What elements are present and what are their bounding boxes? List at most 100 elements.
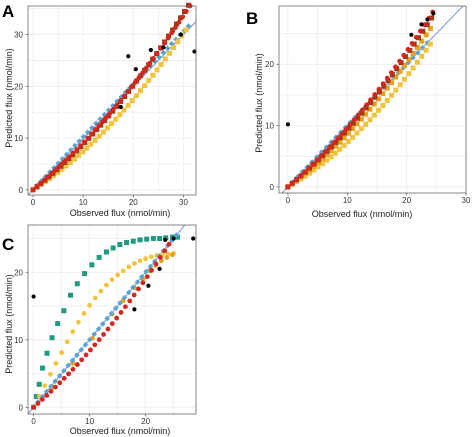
data-point bbox=[142, 83, 148, 89]
data-point bbox=[393, 64, 398, 70]
panel-c: C Observed flux (nmol/min) Predicted flu… bbox=[2, 224, 197, 436]
data-point bbox=[380, 91, 386, 97]
data-point bbox=[149, 267, 155, 273]
data-point bbox=[384, 75, 390, 81]
data-point bbox=[138, 274, 145, 280]
data-point bbox=[140, 280, 146, 286]
data-point bbox=[74, 362, 80, 367]
data-point bbox=[297, 173, 303, 179]
data-point bbox=[318, 153, 324, 159]
data-point bbox=[105, 326, 111, 332]
y-tick-label: 30 bbox=[14, 30, 23, 39]
panel-c-letter: C bbox=[2, 235, 14, 254]
data-point bbox=[35, 401, 41, 406]
data-point bbox=[166, 241, 172, 247]
data-point bbox=[129, 84, 134, 90]
data-point bbox=[170, 27, 176, 33]
data-point bbox=[92, 137, 98, 143]
data-point bbox=[371, 112, 377, 118]
data-point bbox=[326, 145, 332, 150]
data-point bbox=[180, 14, 186, 20]
panel-a-series-blue bbox=[30, 23, 192, 193]
data-point bbox=[389, 80, 395, 86]
data-point bbox=[414, 59, 420, 65]
x-tick-label: 10 bbox=[79, 198, 88, 207]
data-point bbox=[157, 266, 162, 271]
data-point bbox=[410, 54, 416, 61]
data-point bbox=[414, 49, 421, 56]
data-point bbox=[125, 102, 131, 108]
data-point bbox=[102, 118, 108, 124]
data-point bbox=[63, 163, 69, 169]
panel-c-x-axis-title: Observed flux (nmol/min) bbox=[70, 426, 171, 436]
data-point bbox=[171, 236, 176, 241]
data-point bbox=[123, 304, 128, 310]
data-point bbox=[343, 127, 349, 132]
data-point bbox=[48, 371, 53, 377]
data-point bbox=[319, 161, 325, 167]
data-point bbox=[358, 116, 364, 122]
data-point bbox=[106, 113, 112, 119]
data-point bbox=[71, 156, 77, 162]
data-point bbox=[45, 174, 51, 180]
x-tick-label: 30 bbox=[179, 198, 188, 207]
panel-b-frame bbox=[278, 5, 467, 194]
data-point bbox=[431, 11, 436, 16]
data-point bbox=[174, 21, 180, 27]
data-point bbox=[74, 281, 80, 287]
data-point bbox=[313, 154, 320, 160]
data-point bbox=[354, 130, 360, 136]
data-point bbox=[66, 371, 71, 377]
data-point bbox=[427, 25, 433, 31]
data-point bbox=[100, 129, 106, 135]
data-point bbox=[341, 142, 347, 148]
data-point bbox=[354, 121, 360, 127]
data-point bbox=[98, 288, 104, 294]
data-point bbox=[125, 89, 131, 94]
data-point bbox=[355, 115, 361, 121]
data-point bbox=[37, 181, 43, 187]
data-point bbox=[108, 310, 115, 317]
data-point bbox=[146, 78, 152, 84]
data-point bbox=[59, 350, 64, 355]
data-point bbox=[137, 237, 143, 243]
y-tick-label: 10 bbox=[265, 122, 274, 131]
data-point bbox=[39, 394, 46, 400]
data-point bbox=[70, 366, 76, 372]
data-point bbox=[110, 245, 116, 251]
x-tick-label: 10 bbox=[85, 417, 94, 426]
data-point bbox=[56, 373, 63, 379]
data-point bbox=[150, 236, 156, 241]
panel-a-y-axis-title: Predicted flux (nmol/min) bbox=[4, 48, 14, 148]
data-point bbox=[314, 157, 320, 163]
data-point bbox=[99, 119, 105, 125]
data-point bbox=[170, 252, 175, 258]
data-point bbox=[160, 49, 167, 56]
data-point bbox=[72, 142, 78, 149]
data-point bbox=[347, 122, 353, 128]
data-point bbox=[154, 67, 160, 73]
data-point bbox=[175, 234, 181, 240]
panel-a-frame bbox=[27, 5, 197, 196]
data-point bbox=[55, 170, 61, 176]
data-point bbox=[406, 71, 412, 77]
data-point bbox=[331, 140, 336, 146]
data-point bbox=[414, 44, 420, 50]
data-point bbox=[393, 74, 399, 80]
data-point bbox=[49, 335, 55, 341]
data-point bbox=[43, 388, 50, 395]
data-point bbox=[132, 261, 137, 266]
x-tick-label: 30 bbox=[462, 196, 471, 205]
data-point bbox=[52, 378, 59, 384]
data-point bbox=[150, 72, 156, 78]
data-point bbox=[310, 161, 316, 167]
data-point bbox=[79, 357, 85, 363]
data-point bbox=[48, 383, 54, 390]
data-point bbox=[96, 337, 102, 343]
data-point bbox=[425, 17, 430, 22]
data-point bbox=[80, 149, 86, 155]
data-point bbox=[70, 329, 76, 335]
data-point bbox=[137, 258, 143, 264]
data-point bbox=[55, 321, 61, 327]
data-point bbox=[85, 135, 91, 141]
